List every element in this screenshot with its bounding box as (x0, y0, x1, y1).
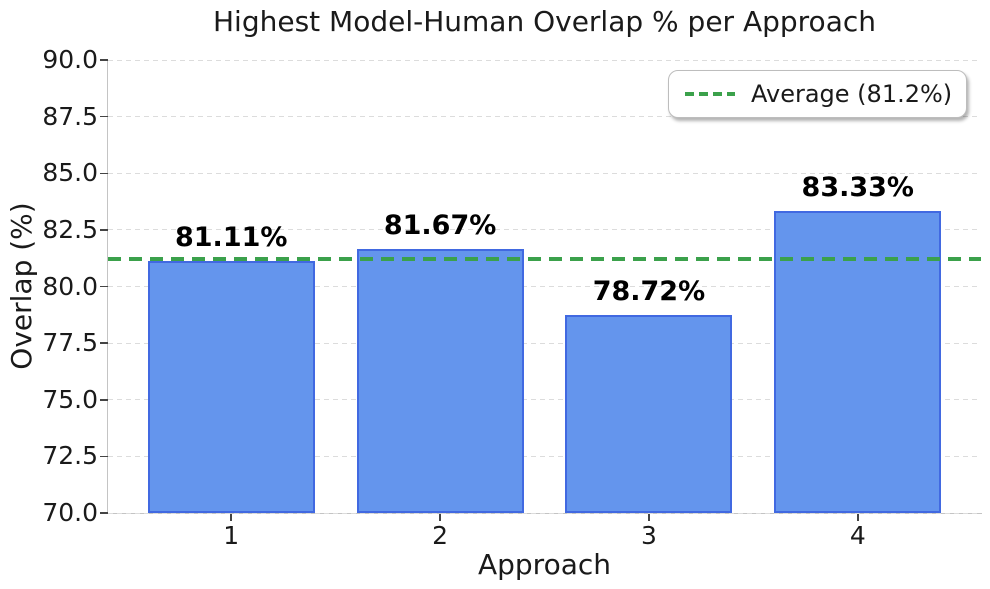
bar-value-label: 78.72% (592, 276, 706, 308)
y-tick-label: 90.0 (42, 45, 98, 74)
y-tick-mark (100, 59, 108, 61)
gridline (108, 455, 981, 457)
y-tick-mark (100, 285, 108, 288)
bar (356, 248, 524, 513)
y-tick-mark (100, 115, 108, 118)
x-tick-label: 3 (640, 521, 657, 550)
gridline (108, 342, 981, 344)
gridline (108, 512, 981, 514)
y-tick-label: 87.5 (42, 101, 98, 131)
bar (565, 315, 733, 513)
y-tick-label: 70.0 (42, 498, 98, 527)
x-tick-label: 2 (432, 521, 449, 550)
gridline (108, 59, 981, 61)
x-tick-mark (230, 514, 232, 521)
legend: Average (81.2%) (668, 70, 968, 118)
gridline (108, 116, 981, 118)
y-tick-mark (100, 342, 108, 344)
average-line (108, 257, 981, 262)
bar-value-label: 81.67% (383, 209, 497, 241)
y-tick-label: 77.5 (42, 328, 98, 358)
gridline (108, 399, 981, 401)
gridline (108, 172, 981, 174)
x-tick-mark (648, 514, 650, 521)
y-tick-label: 75.0 (42, 384, 98, 414)
bar (147, 261, 315, 513)
x-tick-mark (857, 514, 859, 521)
chart-title: Highest Model-Human Overlap % per Approa… (212, 5, 876, 38)
x-axis-label: Approach (477, 548, 612, 581)
y-tick-mark (100, 455, 108, 458)
x-tick-label: 4 (849, 521, 866, 550)
y-tick-mark (100, 399, 108, 401)
y-tick-mark (100, 512, 108, 514)
y-tick-label: 82.5 (42, 214, 98, 244)
y-tick-mark (100, 172, 108, 174)
x-tick-label: 1 (223, 521, 240, 550)
gridline (108, 286, 981, 287)
dashed-line-icon (685, 92, 735, 96)
y-tick-label: 80.0 (42, 271, 98, 301)
bar-value-label: 81.11% (174, 222, 288, 254)
bar-value-label: 83.33% (801, 172, 914, 204)
y-tick-label: 85.0 (42, 158, 98, 188)
x-tick-mark (439, 514, 441, 521)
gridline (108, 229, 981, 231)
y-tick-mark (100, 229, 108, 231)
legend-label: Average (81.2%) (751, 80, 953, 108)
y-tick-label: 72.5 (42, 441, 98, 471)
bar (774, 211, 942, 513)
